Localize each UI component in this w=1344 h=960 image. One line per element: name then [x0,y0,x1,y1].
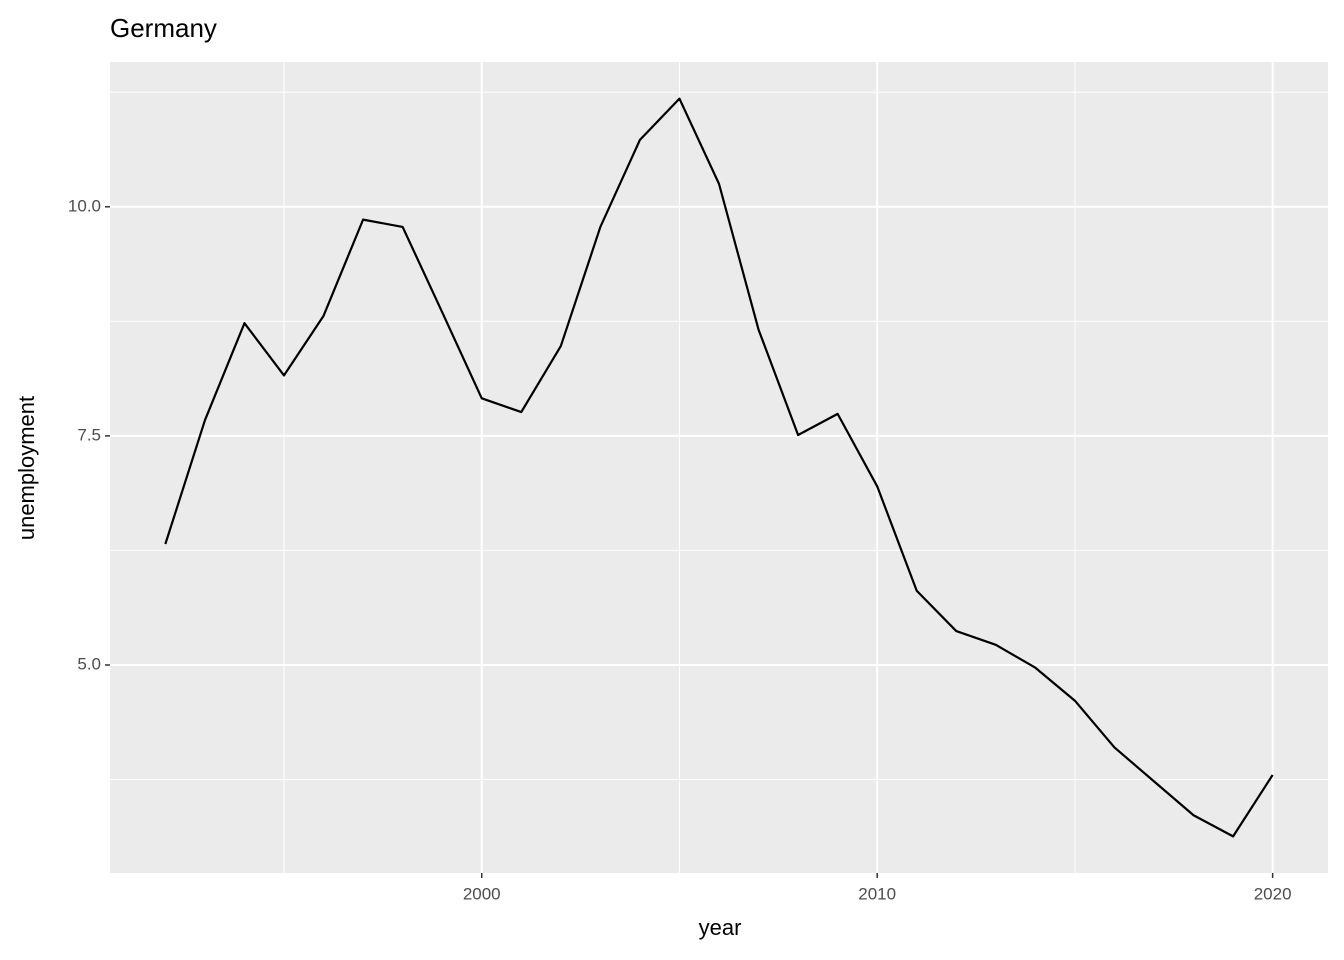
x-tick-label: 2020 [1254,884,1292,903]
x-tick-label: 2010 [858,884,896,903]
y-axis-title: unemployment [14,396,39,540]
y-tick-label: 7.5 [77,425,101,444]
y-tick-label: 10.0 [68,196,101,215]
plot-background [110,62,1328,873]
y-tick-label: 5.0 [77,654,101,673]
line [164,97,1274,838]
chart-title: Germany [110,13,217,43]
x-axis-title: year [699,915,742,940]
x-tick-label: 2000 [463,884,501,903]
